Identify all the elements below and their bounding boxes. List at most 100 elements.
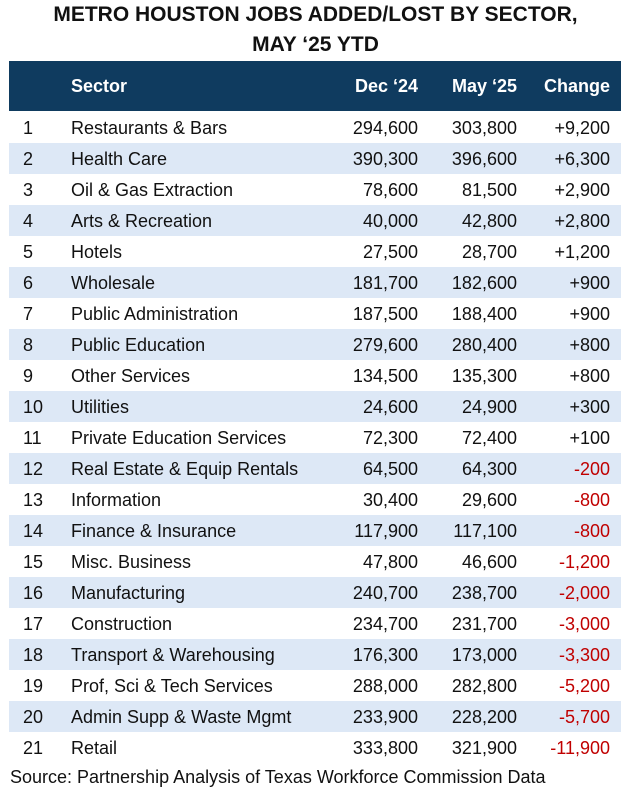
rank: 18	[23, 645, 44, 665]
may-25-value: 46,600	[461, 552, 517, 572]
may-25-value: 280,400	[451, 335, 517, 355]
may-25-value: 238,700	[451, 583, 517, 603]
table-row: 20 Admin Supp & Waste Mgmt 233,900 228,200 -…	[9, 701, 621, 732]
rank: 16	[23, 583, 44, 603]
dec-24-value: 279,600	[352, 335, 418, 355]
table-row: 14 Finance & Insurance 117,900 117,100 -800	[9, 515, 621, 546]
change-value: -11,900	[550, 738, 610, 758]
sector: Oil & Gas Extraction	[71, 180, 234, 200]
sector: Public Education	[71, 335, 206, 355]
sector: Wholesale	[71, 273, 156, 293]
may-25-value: 282,800	[451, 676, 517, 696]
sector: Private Education Services	[71, 428, 287, 448]
sector: Public Administration	[71, 304, 239, 324]
sector: Utilities	[71, 397, 130, 417]
dec-24-value: 64,500	[362, 459, 418, 479]
sector: Transport & Warehousing	[71, 645, 275, 665]
table-row: 12 Real Estate & Equip Rentals 64,500 64,30…	[9, 453, 621, 484]
change-value: -2,000	[558, 583, 610, 603]
dec-24-value: 134,500	[352, 366, 418, 386]
rank: 20	[23, 707, 44, 727]
header-change: Change	[543, 76, 610, 96]
table-row: 7 Public Administration 187,500 188,400 +900	[9, 298, 621, 329]
sector: Other Services	[71, 366, 191, 386]
rank: 15	[23, 552, 44, 572]
rank: 10	[23, 397, 44, 417]
dec-24-value: 27,500	[362, 242, 418, 262]
sector: Finance & Insurance	[71, 521, 237, 541]
dec-24-value: 288,000	[352, 676, 418, 696]
change-value: +6,300	[554, 149, 610, 169]
dec-24-value: 187,500	[352, 304, 418, 324]
change-value: +800	[569, 335, 610, 355]
rank: 9	[23, 366, 34, 386]
sector: Information	[71, 490, 162, 510]
change-value: -5,700	[558, 707, 610, 727]
change-value: +300	[569, 397, 610, 417]
table-row: 19 Prof, Sci & Tech Services 288,000 282,80…	[9, 670, 621, 701]
may-25-value: 321,900	[451, 738, 517, 758]
may-25-value: 117,100	[453, 521, 517, 541]
may-25-value: 303,800	[451, 118, 517, 138]
change-value: -800	[573, 521, 610, 541]
may-25-value: 64,300	[461, 459, 517, 479]
table-body: 1 Restaurants & Bars 294,600 303,800 +9,200 2…	[9, 112, 621, 763]
may-25-value: 396,600	[451, 149, 517, 169]
change-value: -1,200	[558, 552, 610, 572]
dec-24-value: 24,600	[362, 397, 418, 417]
table-row: 15 Misc. Business 47,800 46,600 -1,200	[9, 546, 621, 577]
dec-24-value: 333,800	[352, 738, 418, 758]
may-25-value: 72,400	[461, 428, 517, 448]
sector: Misc. Business	[71, 552, 192, 572]
rank: 14	[23, 521, 44, 541]
table-row: 1 Restaurants & Bars 294,600 303,800 +9,200	[9, 112, 621, 143]
rank: 19	[23, 676, 44, 696]
sector: Health Care	[71, 149, 168, 169]
change-value: -800	[573, 490, 610, 510]
table-row: 9 Other Services 134,500 135,300 +800	[9, 360, 621, 391]
rank: 4	[23, 211, 34, 231]
sector: Construction	[71, 614, 173, 634]
may-25-value: 42,800	[461, 211, 517, 231]
table-row: 3 Oil & Gas Extraction 78,600 81,500 +2,900	[9, 174, 621, 205]
rank: 1	[23, 118, 34, 138]
change-value: -3,000	[558, 614, 610, 634]
rank: 21	[23, 738, 44, 758]
table-row: 4 Arts & Recreation 40,000 42,800 +2,800	[9, 205, 621, 236]
table-row: 17 Construction 234,700 231,700 -3,000	[9, 608, 621, 639]
table-row: 13 Information 30,400 29,600 -800	[9, 484, 621, 515]
table-row: 11 Private Education Services 72,300 72,400…	[9, 422, 621, 453]
may-25-value: 135,300	[451, 366, 517, 386]
sector: Manufacturing	[71, 583, 186, 603]
may-25-value: 24,900	[461, 397, 517, 417]
dec-24-value: 72,300	[362, 428, 418, 448]
table-row: 21 Retail 333,800 321,900 -11,900	[9, 732, 621, 763]
may-25-value: 231,700	[451, 614, 517, 634]
header-may25: May ‘25	[451, 76, 517, 96]
sector: Hotels	[71, 242, 123, 262]
sector: Real Estate & Equip Rentals	[71, 459, 299, 479]
sector: Prof, Sci & Tech Services	[71, 676, 273, 696]
table-row: 6 Wholesale 181,700 182,600 +900	[9, 267, 621, 298]
dec-24-value: 294,600	[352, 118, 418, 138]
sector: Arts & Recreation	[71, 211, 213, 231]
change-value: +900	[569, 273, 610, 293]
dec-24-value: 181,700	[352, 273, 418, 293]
change-value: +900	[569, 304, 610, 324]
title-line-1: METRO HOUSTON JOBS ADDED/LOST BY SECTOR,	[53, 3, 578, 26]
header-sector: Sector	[71, 76, 128, 96]
change-value: -5,200	[558, 676, 610, 696]
sector: Restaurants & Bars	[71, 118, 228, 138]
source-note: Source: Partnership Analysis of Texas Wo…	[10, 767, 546, 787]
rank: 2	[23, 149, 34, 169]
header-dec24: Dec ‘24	[354, 76, 418, 96]
dec-24-value: 30,400	[362, 490, 418, 510]
sector: Admin Supp & Waste Mgmt	[71, 707, 292, 727]
table-row: 18 Transport & Warehousing 176,300 173,000 -…	[9, 639, 621, 670]
change-value: +9,200	[554, 118, 610, 138]
change-value: +2,800	[554, 211, 610, 231]
rank: 13	[23, 490, 44, 510]
rank: 12	[23, 459, 44, 479]
may-25-value: 228,200	[451, 707, 517, 727]
table-row: 16 Manufacturing 240,700 238,700 -2,000	[9, 577, 621, 608]
